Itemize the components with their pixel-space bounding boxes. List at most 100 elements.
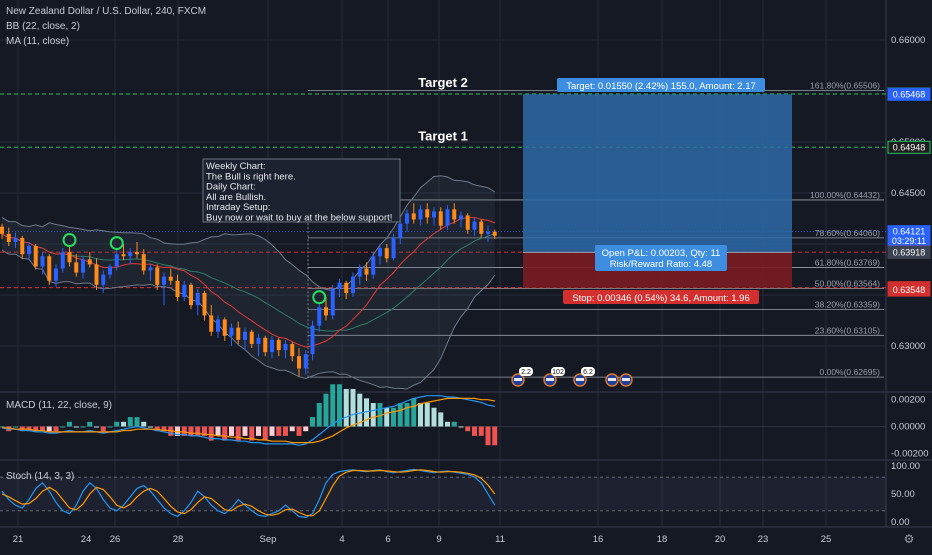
candle[interactable] (364, 262, 369, 281)
candle[interactable] (310, 320, 315, 361)
candle[interactable] (438, 207, 443, 230)
candle[interactable] (229, 323, 234, 346)
candle[interactable] (384, 244, 389, 263)
price-badge[interactable]: 0.64948 (887, 140, 931, 154)
economic-event[interactable] (619, 373, 633, 387)
candle[interactable] (20, 235, 25, 260)
price-badge[interactable]: 03:29:11 (887, 234, 931, 248)
candle[interactable] (290, 341, 295, 362)
candle[interactable] (202, 290, 207, 321)
stochastic-pane[interactable]: Stoch (14, 3, 3) (0, 468, 886, 519)
candle[interactable] (465, 213, 470, 234)
economic-event[interactable]: 102 (543, 367, 565, 387)
candle[interactable] (114, 249, 119, 271)
price-badge[interactable]: 0.65468 (887, 87, 931, 101)
candle[interactable] (222, 317, 227, 341)
candlesticks[interactable] (0, 203, 497, 377)
candle[interactable] (243, 327, 247, 351)
candle[interactable] (67, 246, 72, 267)
candle[interactable] (155, 264, 160, 290)
candle[interactable] (108, 264, 112, 279)
economic-event[interactable]: 6.2 (573, 367, 595, 387)
candle[interactable] (303, 350, 308, 375)
candle[interactable] (411, 203, 416, 224)
candle[interactable] (135, 241, 139, 259)
candle[interactable] (432, 207, 436, 226)
candle[interactable] (74, 254, 79, 277)
candle[interactable] (148, 264, 153, 281)
candle[interactable] (195, 288, 200, 316)
candle[interactable] (452, 203, 457, 224)
candle[interactable] (256, 333, 261, 357)
price-badge[interactable]: 0.63548 (887, 283, 931, 297)
candle[interactable] (209, 305, 214, 336)
candle[interactable] (94, 258, 99, 290)
candle[interactable] (337, 278, 342, 298)
candle[interactable] (405, 209, 409, 232)
candle[interactable] (162, 272, 166, 306)
axes[interactable]: 0.660000.650000.645000.630000.654700.654… (13, 35, 931, 546)
candle[interactable] (249, 329, 254, 349)
candle[interactable] (216, 315, 220, 338)
candle[interactable] (60, 248, 65, 273)
candle[interactable] (391, 233, 396, 261)
candle[interactable] (486, 225, 490, 242)
price-badge[interactable]: 0.63918 (887, 245, 931, 259)
candle[interactable] (263, 335, 268, 357)
candle[interactable] (398, 218, 403, 245)
candle[interactable] (33, 244, 38, 270)
candle[interactable] (324, 297, 328, 321)
signal-circle[interactable] (109, 236, 124, 251)
candle[interactable] (351, 272, 355, 298)
candle[interactable] (6, 227, 11, 247)
candle[interactable] (40, 252, 45, 275)
candle[interactable] (236, 321, 241, 344)
candle[interactable] (47, 254, 52, 285)
candle[interactable] (121, 244, 126, 261)
candle[interactable] (283, 339, 288, 359)
settings-gear-icon[interactable]: ⚙ (904, 532, 915, 546)
candle[interactable] (13, 232, 18, 249)
candle[interactable] (344, 280, 349, 300)
candle[interactable] (175, 274, 180, 302)
candle[interactable] (182, 280, 187, 302)
candle[interactable] (87, 252, 92, 268)
candle[interactable] (27, 241, 31, 261)
annotation-box[interactable]: Weekly Chart:The Bull is right here.Dail… (202, 158, 401, 224)
candle[interactable] (378, 244, 382, 265)
candle[interactable] (141, 249, 146, 275)
candle[interactable] (459, 211, 463, 228)
candle[interactable] (81, 256, 85, 279)
candle[interactable] (357, 264, 362, 285)
time-axis-tick: 11 (495, 534, 505, 545)
candle[interactable] (445, 205, 450, 230)
candle[interactable] (297, 348, 301, 377)
candle[interactable] (128, 248, 133, 265)
candle[interactable] (0, 223, 4, 239)
candle-body (432, 211, 436, 218)
long-position-tool[interactable]: Target: 0.01550 (2.42%) 155.0, Amount: 2… (523, 78, 792, 304)
economic-event[interactable]: 2.2 (511, 367, 533, 387)
candle[interactable] (330, 284, 335, 320)
macd-pane[interactable]: MACD (11, 22, close, 9) (0, 384, 886, 446)
candle[interactable] (270, 335, 274, 359)
candle[interactable] (371, 252, 376, 279)
candle[interactable] (479, 219, 484, 238)
economic-event[interactable] (605, 373, 619, 387)
profit-zone[interactable] (523, 94, 792, 253)
chart-overlays[interactable]: Weekly Chart:The Bull is right here.Dail… (62, 158, 633, 387)
candle[interactable] (418, 205, 423, 226)
candle[interactable] (276, 337, 281, 357)
candle[interactable] (54, 264, 58, 287)
signal-circle[interactable] (62, 233, 77, 248)
candle[interactable] (101, 270, 106, 293)
signal-circle[interactable] (312, 290, 327, 305)
candle[interactable] (189, 282, 193, 310)
candle[interactable] (425, 203, 430, 224)
candle[interactable] (168, 268, 173, 285)
candle[interactable] (472, 217, 477, 236)
candle[interactable] (492, 229, 497, 239)
candle[interactable] (317, 303, 322, 332)
